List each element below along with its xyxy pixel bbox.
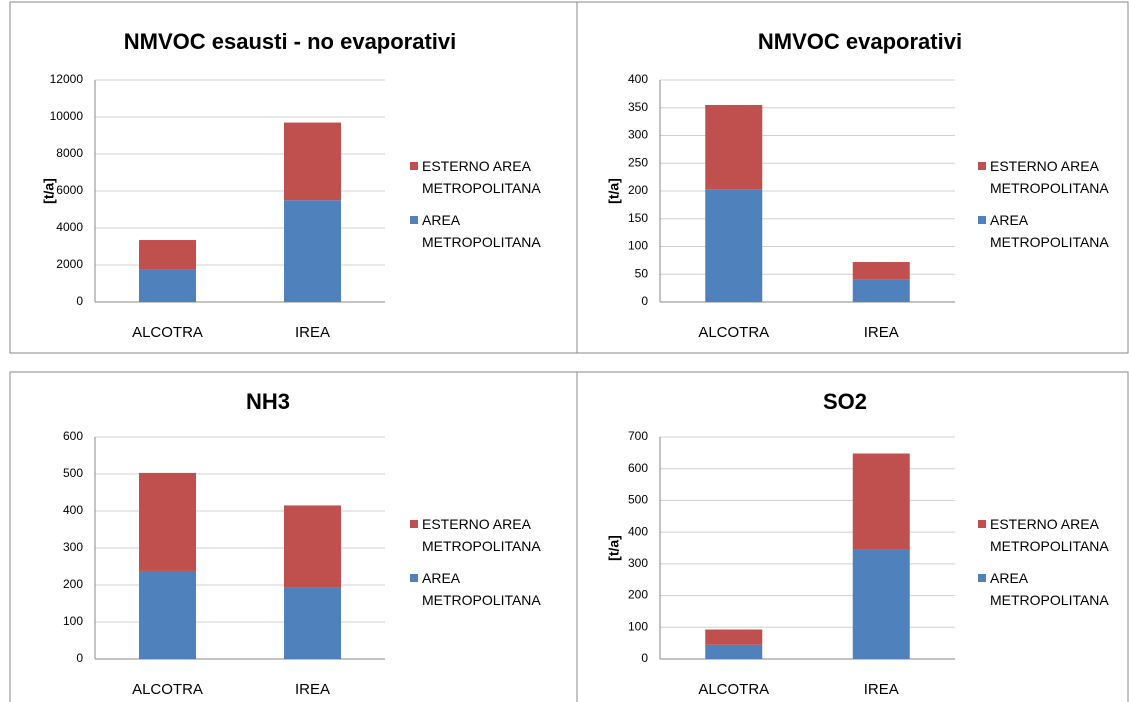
chart-title: NMVOC esausti - no evaporativi <box>124 29 457 54</box>
chart-title: NH3 <box>246 389 290 414</box>
y-tick-label: 400 <box>63 503 83 517</box>
x-tick-label: IREA <box>295 324 330 341</box>
legend-label: AREA METROPOLITANA <box>990 212 1109 250</box>
y-tick-label: 300 <box>628 128 648 142</box>
bar <box>705 644 763 659</box>
legend-item: AREA METROPOLITANA <box>978 209 1118 253</box>
y-tick-label: 50 <box>635 266 649 280</box>
bar <box>139 472 196 571</box>
legend-item: AREA METROPOLITANA <box>410 209 550 253</box>
bar <box>852 262 910 280</box>
legend-label: AREA METROPOLITANA <box>422 212 541 250</box>
y-tick-label: 100 <box>63 614 83 628</box>
legend-swatch <box>978 520 986 528</box>
y-tick-label: 200 <box>628 183 648 197</box>
y-tick-label: 200 <box>63 577 83 591</box>
y-tick-label: 500 <box>628 493 648 507</box>
legend-swatch <box>410 574 418 582</box>
y-tick-label: 0 <box>641 651 648 665</box>
y-tick-label: 100 <box>628 619 648 633</box>
bar <box>139 570 196 659</box>
bar <box>139 269 196 302</box>
panel <box>576 1 1129 354</box>
y-tick-label: 6000 <box>56 183 83 197</box>
legend-item: ESTERNO AREA METROPOLITANA <box>978 155 1118 199</box>
bar <box>705 629 763 645</box>
y-tick-label: 150 <box>628 211 648 225</box>
y-tick-label: 200 <box>628 588 648 602</box>
x-tick-label: IREA <box>864 324 899 341</box>
y-tick-label: 300 <box>63 540 83 554</box>
y-tick-label: 600 <box>63 429 83 443</box>
y-tick-label: 250 <box>628 155 648 169</box>
legend-label: ESTERNO AREA METROPOLITANA <box>422 516 541 554</box>
bar <box>284 200 341 302</box>
x-tick-label: ALCOTRA <box>132 681 203 698</box>
x-tick-label: IREA <box>864 681 899 698</box>
bar <box>852 453 910 550</box>
y-tick-label: 0 <box>76 651 83 665</box>
x-tick-label: ALCOTRA <box>698 324 769 341</box>
x-tick-label: ALCOTRA <box>698 681 769 698</box>
legend: ESTERNO AREA METROPOLITANA AREA METROPOLI… <box>978 155 1118 263</box>
y-tick-label: 12000 <box>50 72 84 86</box>
y-tick-label: 300 <box>628 556 648 570</box>
legend-label: ESTERNO AREA METROPOLITANA <box>990 516 1109 554</box>
y-tick-label: 4000 <box>56 220 83 234</box>
x-tick-label: ALCOTRA <box>132 324 203 341</box>
bar <box>852 549 910 659</box>
y-axis-label: [t/a] <box>606 178 622 204</box>
y-tick-label: 600 <box>628 461 648 475</box>
y-tick-label: 0 <box>641 294 648 308</box>
bar <box>705 104 763 190</box>
bar <box>284 122 341 201</box>
legend-swatch <box>410 162 418 170</box>
y-tick-label: 0 <box>76 294 83 308</box>
bar <box>852 279 910 302</box>
y-tick-label: 700 <box>628 429 648 443</box>
y-axis-label: [t/a] <box>606 535 622 561</box>
legend-item: AREA METROPOLITANA <box>978 567 1118 611</box>
legend-label: ESTERNO AREA METROPOLITANA <box>990 158 1109 196</box>
y-tick-label: 100 <box>628 239 648 253</box>
y-tick-label: 2000 <box>56 257 83 271</box>
y-tick-label: 350 <box>628 100 648 114</box>
legend: ESTERNO AREA METROPOLITANA AREA METROPOLI… <box>410 155 550 263</box>
bar <box>284 505 341 588</box>
legend-item: ESTERNO AREA METROPOLITANA <box>410 513 550 557</box>
bar <box>284 587 341 659</box>
y-tick-label: 8000 <box>56 146 83 160</box>
legend-swatch <box>978 162 986 170</box>
legend-swatch <box>410 520 418 528</box>
legend: ESTERNO AREA METROPOLITANA AREA METROPOLI… <box>978 513 1118 621</box>
chart-title: SO2 <box>823 389 867 414</box>
legend-label: ESTERNO AREA METROPOLITANA <box>422 158 541 196</box>
legend-label: AREA METROPOLITANA <box>422 570 541 608</box>
panel <box>576 371 1129 702</box>
chart-title: NMVOC evaporativi <box>758 29 962 54</box>
bar <box>139 240 196 270</box>
legend-item: ESTERNO AREA METROPOLITANA <box>410 155 550 199</box>
legend-swatch <box>978 216 986 224</box>
legend-swatch <box>978 574 986 582</box>
y-tick-label: 10000 <box>50 109 84 123</box>
y-tick-label: 400 <box>628 524 648 538</box>
y-tick-label: 500 <box>63 466 83 480</box>
y-axis-label: [t/a] <box>41 178 57 204</box>
legend-label: AREA METROPOLITANA <box>990 570 1109 608</box>
x-tick-label: IREA <box>295 681 330 698</box>
bar <box>705 189 763 302</box>
legend-item: ESTERNO AREA METROPOLITANA <box>978 513 1118 557</box>
legend-swatch <box>410 216 418 224</box>
legend: ESTERNO AREA METROPOLITANA AREA METROPOLI… <box>410 513 550 621</box>
legend-item: AREA METROPOLITANA <box>410 567 550 611</box>
y-tick-label: 400 <box>628 72 648 86</box>
